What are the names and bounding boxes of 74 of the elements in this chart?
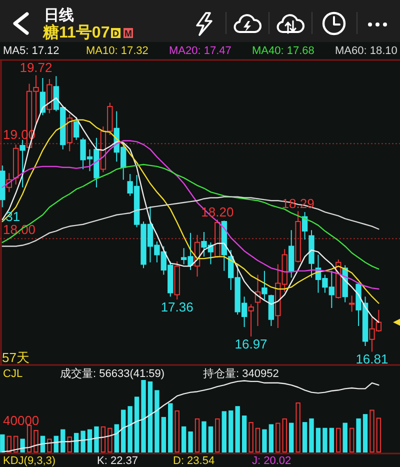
bar — [100, 426, 106, 452]
bar — [362, 414, 368, 452]
bar — [208, 426, 214, 452]
bar — [168, 403, 173, 452]
bar — [60, 429, 66, 452]
text: MA5: 17.12 — [3, 45, 60, 57]
bar — [255, 428, 260, 452]
bar — [87, 429, 92, 452]
series-label: 持仓量: 340952 — [203, 368, 279, 380]
bar — [134, 396, 140, 452]
text: 糖11号07 — [42, 24, 110, 42]
bar — [356, 418, 361, 452]
bar — [80, 430, 86, 452]
bar — [268, 424, 274, 452]
bar — [188, 431, 193, 452]
bar — [20, 438, 25, 452]
bar — [154, 390, 160, 452]
text: MA20: 17.47 — [169, 45, 232, 57]
bar — [336, 428, 341, 452]
bar — [342, 422, 348, 452]
text: KDJ(9,3,3) — [3, 455, 56, 467]
bar — [222, 411, 226, 452]
bar — [148, 381, 153, 452]
bar — [242, 416, 247, 452]
bar — [316, 428, 321, 452]
annotation: 40000 — [3, 413, 40, 428]
bar — [235, 406, 240, 452]
bar — [376, 418, 382, 452]
annotation: 57天 — [2, 350, 30, 365]
bar — [161, 416, 166, 452]
bar — [202, 421, 206, 452]
bar — [370, 410, 374, 452]
text: K: 22.37 — [97, 455, 138, 467]
bar — [296, 402, 300, 452]
bar — [302, 422, 308, 452]
bar — [6, 436, 12, 452]
bar — [108, 428, 112, 452]
bar — [181, 426, 186, 452]
bar — [94, 426, 99, 452]
text: D: 23.54 — [173, 455, 215, 467]
bar — [228, 410, 234, 452]
bar — [349, 428, 354, 452]
text: 日线 — [44, 7, 74, 24]
bar — [13, 436, 18, 452]
bar — [141, 380, 146, 452]
bar — [34, 430, 38, 452]
text: MA60: 18.10 — [335, 45, 398, 57]
annotation: 16.97 — [234, 336, 268, 352]
text: J: 20.02 — [252, 455, 292, 467]
bar — [47, 438, 52, 452]
bar — [309, 418, 314, 452]
bar — [248, 422, 254, 452]
bar — [114, 424, 119, 452]
bar — [26, 424, 32, 452]
bar — [329, 428, 334, 452]
text: MA10: 17.32 — [86, 45, 148, 57]
bar — [174, 410, 180, 452]
annotation: 17.36 — [160, 299, 194, 314]
bar — [276, 422, 280, 452]
bar — [282, 418, 287, 452]
bar — [128, 406, 132, 452]
bar — [288, 422, 294, 452]
annotation: 16.81 — [356, 352, 388, 367]
bar — [0, 434, 5, 452]
annotation: 成交量: 56633(41:59) — [60, 367, 165, 380]
bar — [262, 429, 267, 452]
bar — [67, 436, 72, 452]
bar — [194, 418, 200, 452]
chart-title: CJL — [3, 368, 23, 380]
bar — [322, 428, 328, 452]
annotation: 19.72 — [20, 60, 52, 76]
text: MA40: 17.68 — [252, 45, 314, 57]
bar — [215, 418, 220, 452]
bar — [121, 410, 126, 452]
